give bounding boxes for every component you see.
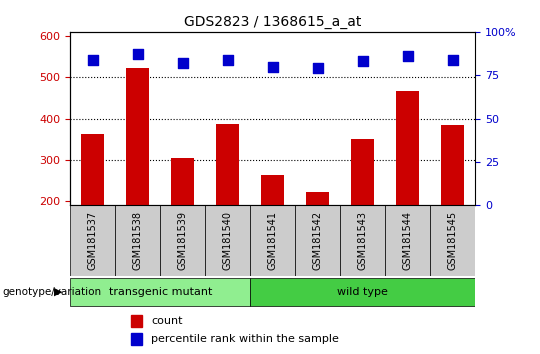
Bar: [131, 333, 143, 345]
Point: [178, 60, 187, 66]
Point: [448, 57, 457, 62]
Point: [89, 57, 97, 62]
Point: [133, 52, 142, 57]
Text: genotype/variation: genotype/variation: [3, 287, 102, 297]
Title: GDS2823 / 1368615_a_at: GDS2823 / 1368615_a_at: [184, 16, 361, 29]
Text: GSM181538: GSM181538: [133, 211, 143, 270]
Text: GSM181543: GSM181543: [357, 211, 368, 270]
Bar: [70, 278, 250, 306]
Bar: [172, 158, 194, 205]
Point: [403, 53, 412, 59]
Text: GSM181537: GSM181537: [87, 211, 98, 270]
Point: [359, 58, 367, 64]
Bar: [160, 205, 205, 276]
Bar: [295, 205, 340, 276]
Text: GSM181544: GSM181544: [403, 211, 413, 270]
Bar: [261, 175, 284, 205]
Bar: [385, 205, 430, 276]
Point: [313, 65, 322, 71]
Text: ▶: ▶: [53, 287, 62, 297]
Text: count: count: [151, 316, 183, 326]
Bar: [250, 278, 475, 306]
Text: transgenic mutant: transgenic mutant: [109, 287, 212, 297]
Bar: [126, 68, 149, 205]
Text: GSM181545: GSM181545: [448, 211, 458, 270]
Bar: [205, 205, 250, 276]
Text: GSM181541: GSM181541: [268, 211, 278, 270]
Bar: [70, 205, 115, 276]
Text: GSM181539: GSM181539: [178, 211, 188, 270]
Bar: [82, 134, 104, 205]
Bar: [217, 124, 239, 205]
Bar: [307, 192, 329, 205]
Bar: [115, 205, 160, 276]
Bar: [250, 205, 295, 276]
Text: GSM181540: GSM181540: [222, 211, 233, 270]
Bar: [442, 125, 464, 205]
Point: [224, 57, 232, 62]
Bar: [340, 205, 385, 276]
Bar: [430, 205, 475, 276]
Bar: [396, 91, 419, 205]
Text: percentile rank within the sample: percentile rank within the sample: [151, 335, 339, 344]
Bar: [352, 139, 374, 205]
Text: wild type: wild type: [338, 287, 388, 297]
Text: GSM181542: GSM181542: [313, 211, 323, 270]
Point: [268, 64, 277, 69]
Bar: [131, 315, 143, 327]
